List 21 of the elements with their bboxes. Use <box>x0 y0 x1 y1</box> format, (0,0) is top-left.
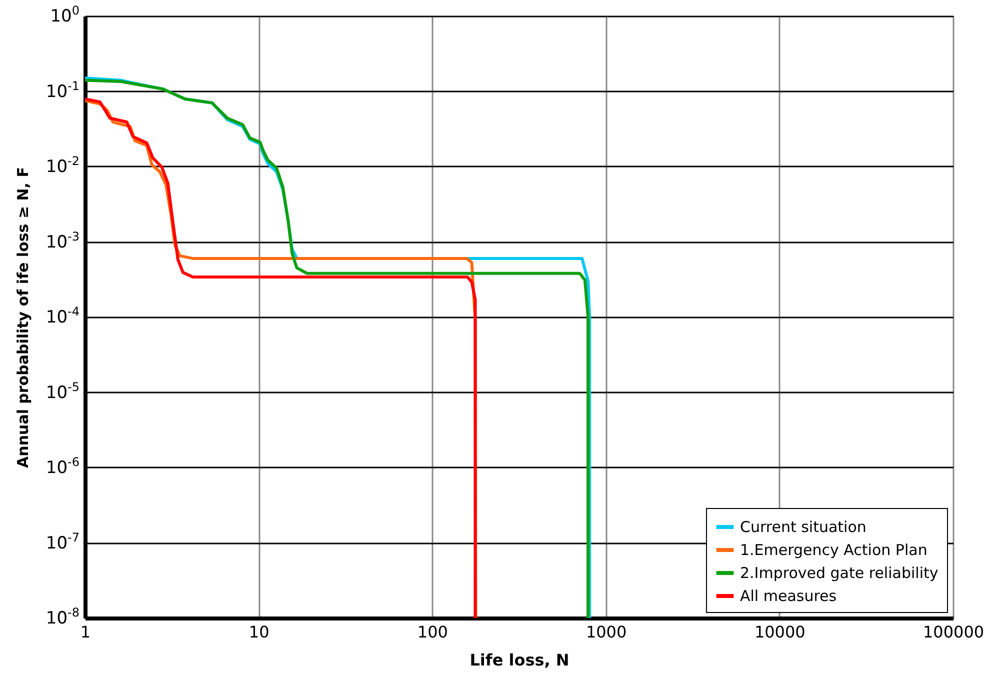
y-tick-label: 10$^{-4}$ <box>46 304 80 328</box>
x-tick-label: 100 <box>417 622 448 642</box>
legend-label: Current situation <box>740 518 866 536</box>
x-axis-title: Life loss, N <box>470 650 570 670</box>
y-tick-label: 10$^{0}$ <box>50 4 80 26</box>
y-tick-label: 10$^{-7}$ <box>46 530 80 554</box>
y-tick-label: 10$^{-1}$ <box>46 78 80 102</box>
y-tick-label: 10$^{-8}$ <box>46 606 80 628</box>
y-tick-label: 10$^{-3}$ <box>46 229 80 252</box>
y-axis-title: Annual probability of ife loss ≥ N, F <box>14 167 32 468</box>
y-tick-label: 10$^{-6}$ <box>46 455 80 478</box>
x-tick-label: 10000 <box>754 622 806 642</box>
legend-label: All measures <box>740 587 837 605</box>
x-tick-label: 1000 <box>586 622 627 642</box>
x-tick-label: 1 <box>80 622 91 642</box>
x-tick-label: 100000 <box>922 622 984 642</box>
legend-label: 1.Emergency Action Plan <box>740 541 928 559</box>
y-tick-label: 10$^{-2}$ <box>46 154 80 177</box>
x-tick-label: 10 <box>248 622 270 642</box>
legend-label: 2.Improved gate reliability <box>740 564 938 582</box>
y-tick-label: 10$^{-5}$ <box>46 380 80 403</box>
